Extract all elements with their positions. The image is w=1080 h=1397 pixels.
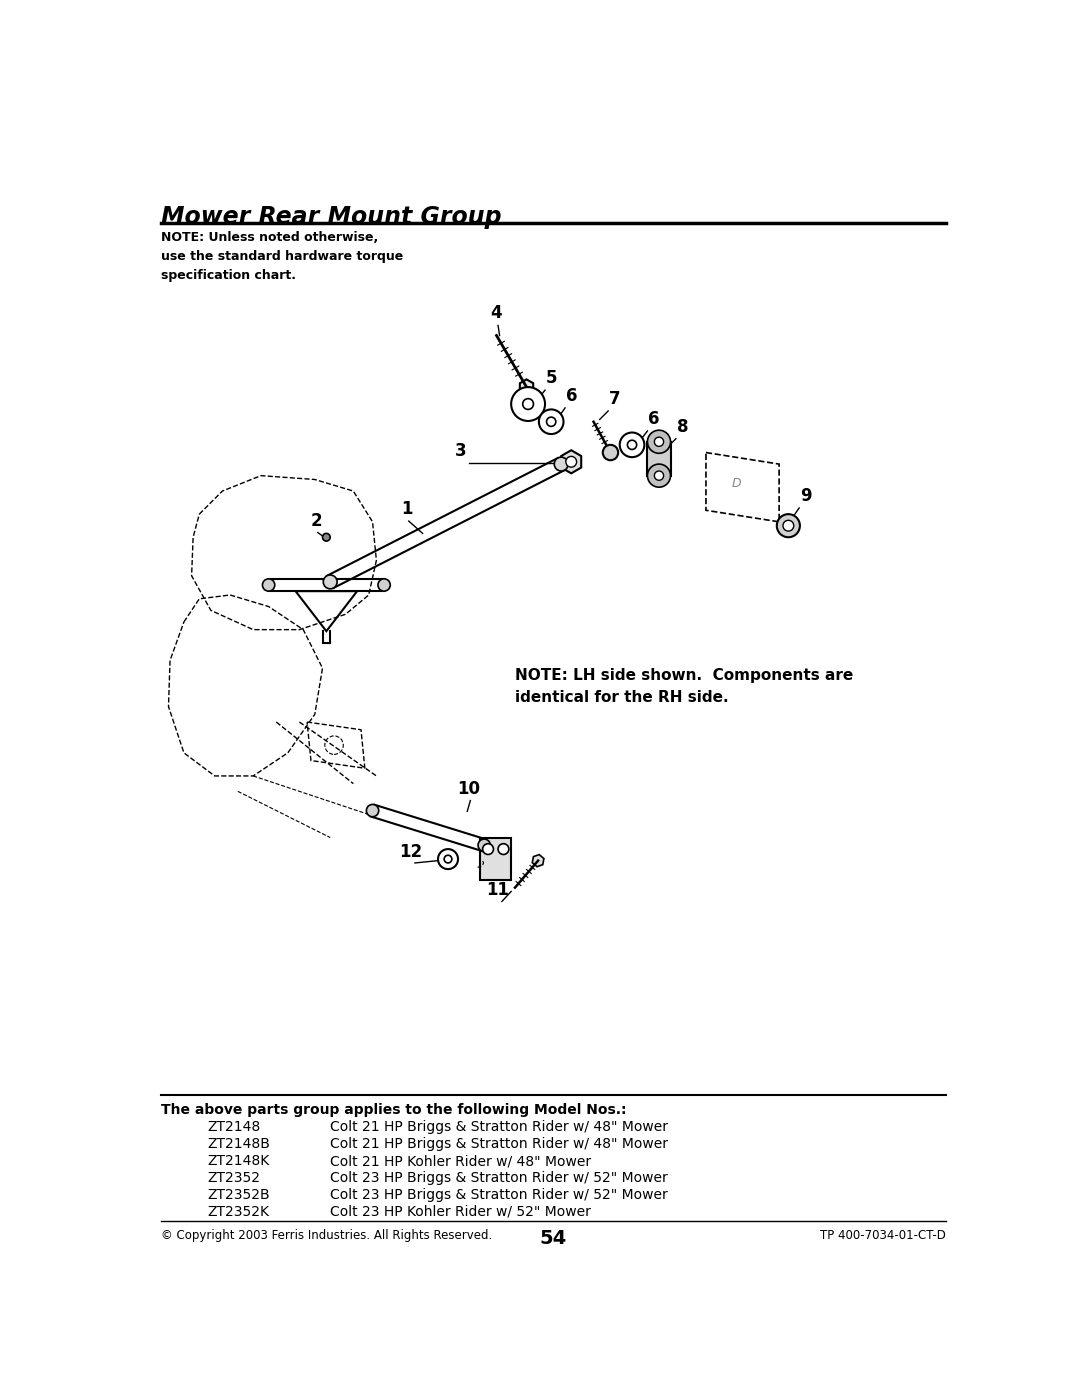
Circle shape: [603, 444, 618, 460]
Circle shape: [539, 409, 564, 434]
Text: ZT2148: ZT2148: [207, 1120, 260, 1134]
Text: ZT2352: ZT2352: [207, 1171, 260, 1185]
Circle shape: [783, 520, 794, 531]
Circle shape: [323, 576, 337, 588]
Text: 3: 3: [456, 443, 467, 460]
Text: Colt 21 HP Briggs & Stratton Rider w/ 48" Mower: Colt 21 HP Briggs & Stratton Rider w/ 48…: [330, 1120, 669, 1134]
Text: 4: 4: [490, 303, 502, 321]
Circle shape: [262, 578, 274, 591]
Circle shape: [554, 457, 568, 471]
Bar: [481, 838, 511, 880]
Text: 2: 2: [311, 511, 322, 529]
Text: D: D: [732, 476, 742, 490]
Text: Colt 23 HP Briggs & Stratton Rider w/ 52" Mower: Colt 23 HP Briggs & Stratton Rider w/ 52…: [330, 1187, 667, 1201]
Circle shape: [566, 457, 577, 467]
Bar: [647, 441, 671, 475]
Text: © Copyright 2003 Ferris Industries. All Rights Reserved.: © Copyright 2003 Ferris Industries. All …: [161, 1229, 492, 1242]
Circle shape: [620, 433, 645, 457]
Text: 7: 7: [609, 390, 621, 408]
Circle shape: [366, 805, 379, 817]
Circle shape: [323, 534, 330, 541]
Circle shape: [378, 578, 390, 591]
Text: Colt 23 HP Kohler Rider w/ 52" Mower: Colt 23 HP Kohler Rider w/ 52" Mower: [330, 1204, 591, 1218]
Circle shape: [511, 387, 545, 420]
Text: 54: 54: [540, 1229, 567, 1248]
Text: Colt 21 HP Kohler Rider w/ 48" Mower: Colt 21 HP Kohler Rider w/ 48" Mower: [330, 1154, 592, 1168]
Text: Colt 21 HP Briggs & Stratton Rider w/ 48" Mower: Colt 21 HP Briggs & Stratton Rider w/ 48…: [330, 1137, 669, 1151]
Text: 8: 8: [677, 418, 688, 436]
Circle shape: [483, 844, 494, 855]
Circle shape: [546, 418, 556, 426]
Circle shape: [438, 849, 458, 869]
Polygon shape: [562, 450, 581, 474]
Text: 9: 9: [800, 488, 811, 504]
Text: ZT2148K: ZT2148K: [207, 1154, 269, 1168]
Text: 12: 12: [400, 842, 422, 861]
Text: 11: 11: [487, 882, 510, 900]
Text: Colt 23 HP Briggs & Stratton Rider w/ 52" Mower: Colt 23 HP Briggs & Stratton Rider w/ 52…: [330, 1171, 667, 1185]
Polygon shape: [532, 855, 544, 866]
Circle shape: [444, 855, 451, 863]
Text: NOTE: LH side shown.  Components are
identical for the RH side.: NOTE: LH side shown. Components are iden…: [515, 668, 853, 705]
Circle shape: [627, 440, 637, 450]
Circle shape: [654, 437, 663, 447]
Text: 6: 6: [566, 387, 578, 405]
Circle shape: [478, 840, 490, 851]
Circle shape: [647, 430, 671, 453]
Text: ZT2352K: ZT2352K: [207, 1204, 269, 1218]
Polygon shape: [706, 453, 779, 522]
Circle shape: [777, 514, 800, 538]
Text: TP 400-7034-01-CT-D: TP 400-7034-01-CT-D: [821, 1229, 946, 1242]
Circle shape: [647, 464, 671, 488]
Text: Mower Rear Mount Group: Mower Rear Mount Group: [161, 204, 501, 229]
Text: 6: 6: [648, 409, 660, 427]
Polygon shape: [519, 380, 534, 395]
Text: 5: 5: [545, 369, 557, 387]
Text: 10: 10: [457, 780, 481, 798]
Circle shape: [498, 844, 509, 855]
Text: 1: 1: [402, 500, 413, 518]
Text: ZT2148B: ZT2148B: [207, 1137, 270, 1151]
Circle shape: [523, 398, 534, 409]
Text: The above parts group applies to the following Model Nos.:: The above parts group applies to the fol…: [161, 1104, 626, 1118]
Text: ZT2352B: ZT2352B: [207, 1187, 270, 1201]
Text: NOTE: Unless noted otherwise,
use the standard hardware torque
specification cha: NOTE: Unless noted otherwise, use the st…: [161, 231, 403, 282]
Circle shape: [654, 471, 663, 481]
